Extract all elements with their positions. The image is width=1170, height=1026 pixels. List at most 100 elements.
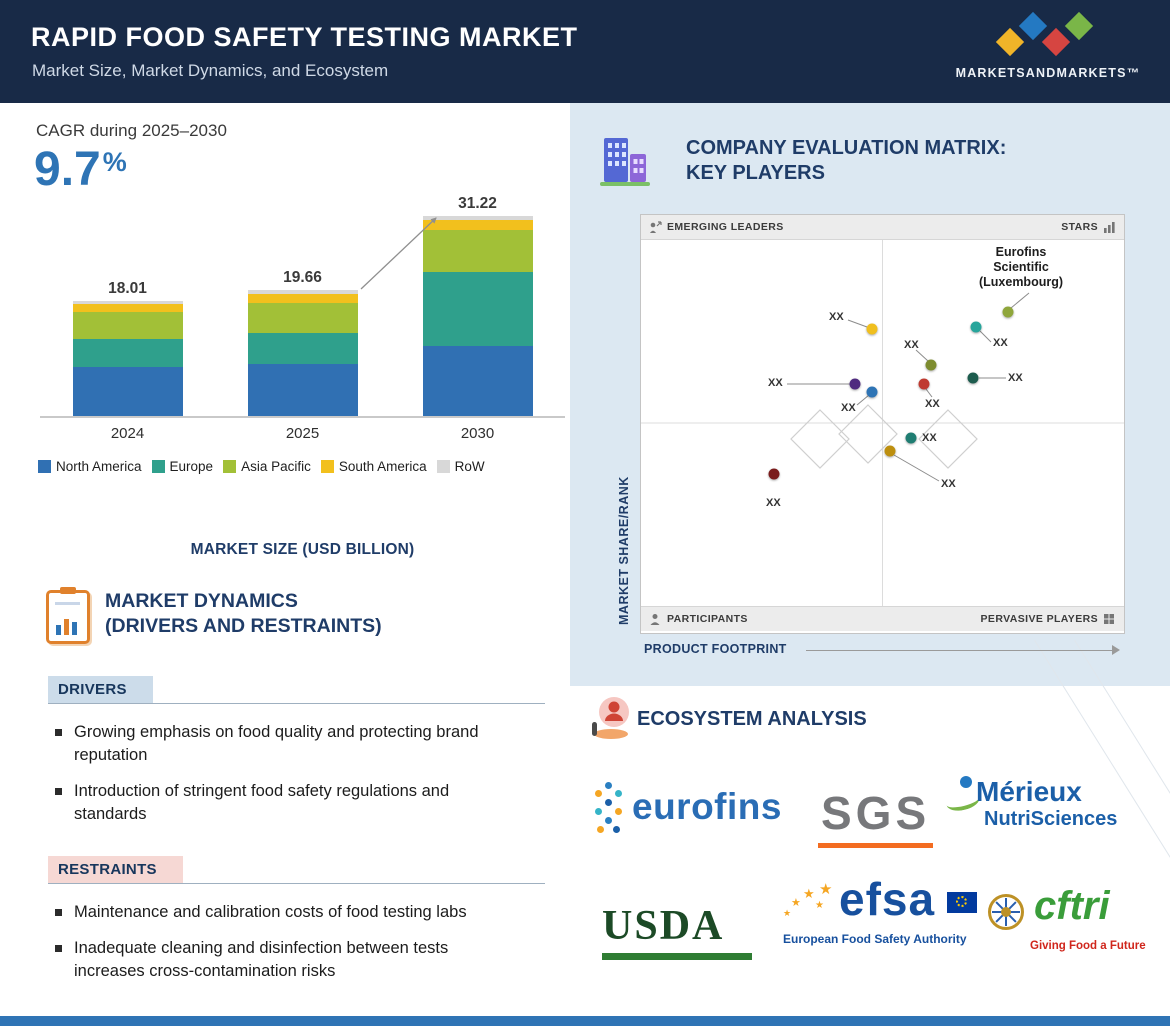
sgs-logo: SGS [818,786,934,848]
legend-item: Asia Pacific [223,459,311,474]
legend-label: RoW [454,459,485,474]
legend-item: Europe [151,459,214,474]
merieux-wordmark: Mérieux [976,776,1082,807]
segment-row [247,290,358,294]
x-tick-2024: 2024 [110,425,145,442]
matrix-dot [918,378,930,390]
bar-stack [422,216,533,416]
usda-bar-icon [602,953,752,960]
quadrant-stars: STARS [1061,221,1116,234]
driver-item: Growing emphasis on food quality and pro… [52,721,512,767]
matrix-point-label: XX [941,478,956,490]
ecosystem-analysis-icon [592,697,629,739]
segment-asia-pacific [422,230,533,273]
legend-swatch [223,460,237,473]
segment-europe [72,339,183,368]
quadrant-label-pervasive-players: PERVASIVE PLAYERS [980,613,1098,625]
nutrisciences-wordmark: NutriSciences [984,808,1118,830]
matrix-point-label: XX [1008,372,1023,384]
matrix-point-label: XX [768,377,783,389]
bottom-accent-bar [0,1016,1170,1026]
matrix-dot [849,378,861,390]
chart-x-labels: 2024 2025 2030 [40,425,565,442]
bar-total-label: 18.01 [108,279,147,297]
bar-total-label: 19.66 [283,269,322,287]
segment-europe [422,272,533,346]
market-size-bar-chart: 18.01 19.66 31.22 [40,172,565,418]
matrix-dot [884,445,896,457]
brand-name: MARKETSANDMARKETS™ [955,66,1141,80]
legend-item: South America [320,459,427,474]
drivers-label: DRIVERS [48,676,153,703]
matrix-point-label: XX [925,398,940,410]
matrix-heading: COMPANY EVALUATION MATRIX: KEY PLAYERS [686,137,1007,184]
matrix-dot [768,468,780,480]
ecosystem-heading: ECOSYSTEM ANALYSIS [637,708,867,730]
matrix-dot [1002,306,1014,318]
market-dynamics-icon [46,587,90,644]
drivers-list: Growing emphasis on food quality and pro… [52,721,552,839]
cagr-number: 9.7 [34,143,101,196]
logo-diamonds-icon [950,11,1146,60]
bar-total-label: 31.22 [458,195,497,213]
cagr-unit: % [102,147,127,177]
restraints-section-header: RESTRAINTS [48,856,545,884]
pervasive-players-icon [1104,613,1114,624]
stars-icon [1104,221,1115,233]
restraints-list: Maintenance and calibration costs of foo… [52,901,552,996]
legend-item: RoW [436,459,485,474]
csir-wheel-icon [988,894,1024,930]
quadrant-emerging-leaders: EMERGING LEADERS [649,220,784,234]
sgs-wordmark: SGS [818,786,934,848]
matrix-overlay [641,240,1124,606]
company-evaluation-matrix: EMERGING LEADERS STARS XX XX Eurofins Scie… [640,214,1125,634]
eurofins-helix-icon [592,782,626,838]
cagr-value: 9.7% [34,142,127,197]
chart-title: MARKET SIZE (USD BILLION) [190,541,415,558]
legend-swatch [320,460,334,473]
quadrant-label-participants: PARTICIPANTS [667,613,748,625]
buildings-icon [600,138,650,186]
participants-icon [650,613,660,625]
quadrant-label-stars: STARS [1061,221,1098,233]
legend-swatch [436,460,450,473]
y-axis-label: MARKET SHARE/RANK [617,476,631,626]
matrix-plot: XX XX Eurofins Scientific (Luxembourg) XX XX… [641,240,1124,606]
quadrant-participants: PARTICIPANTS [649,613,748,626]
x-axis-arrow-line [806,650,1112,651]
segment-asia-pacific [247,302,358,333]
efsa-subtitle: European Food Safety Authority [783,932,967,946]
matrix-point-label: XX [922,432,937,444]
x-axis-label: PRODUCT FOOTPRINT [644,642,787,656]
emerging-leaders-icon [650,220,662,233]
matrix-point-label: XX [993,337,1008,349]
segment-north-america [247,363,358,416]
segment-europe [247,332,358,364]
cftri-logo: cftri Giving Food a Future [988,884,1148,974]
legend-label: North America [56,459,142,474]
market-dynamics-heading: MARKET DYNAMICS (DRIVERS AND RESTRAINTS) [105,589,382,639]
market-dynamics-heading-line1: MARKET DYNAMICS [105,590,298,612]
restraints-label: RESTRAINTS [48,856,183,883]
legend-label: Asia Pacific [241,459,311,474]
legend-item: North America [38,459,142,474]
matrix-point-label: XX [841,402,856,414]
segment-north-america [72,367,183,416]
matrix-dot [970,321,982,333]
x-tick-2025: 2025 [285,425,320,442]
cftri-wordmark: cftri [1034,884,1110,928]
legend-label: Europe [169,459,214,474]
segment-south-america [247,293,358,303]
matrix-dot [905,432,917,444]
matrix-dot [925,359,937,371]
merieux-dot-icon [960,776,972,788]
bar-2025: 19.66 [247,269,358,416]
bar-stack [72,300,183,416]
restraint-item: Inadequate cleaning and disinfection bet… [52,937,512,983]
page-title: RAPID FOOD SAFETY TESTING MARKET [31,22,578,52]
header-band: RAPID FOOD SAFETY TESTING MARKET Market … [0,0,1170,103]
marketsandmarkets-logo: MARKETSANDMARKETS™ [950,11,1146,80]
merieux-nutrisciences-logo: Mérieux NutriSciences [944,776,1140,840]
matrix-top-strip: EMERGING LEADERS STARS [641,215,1124,240]
